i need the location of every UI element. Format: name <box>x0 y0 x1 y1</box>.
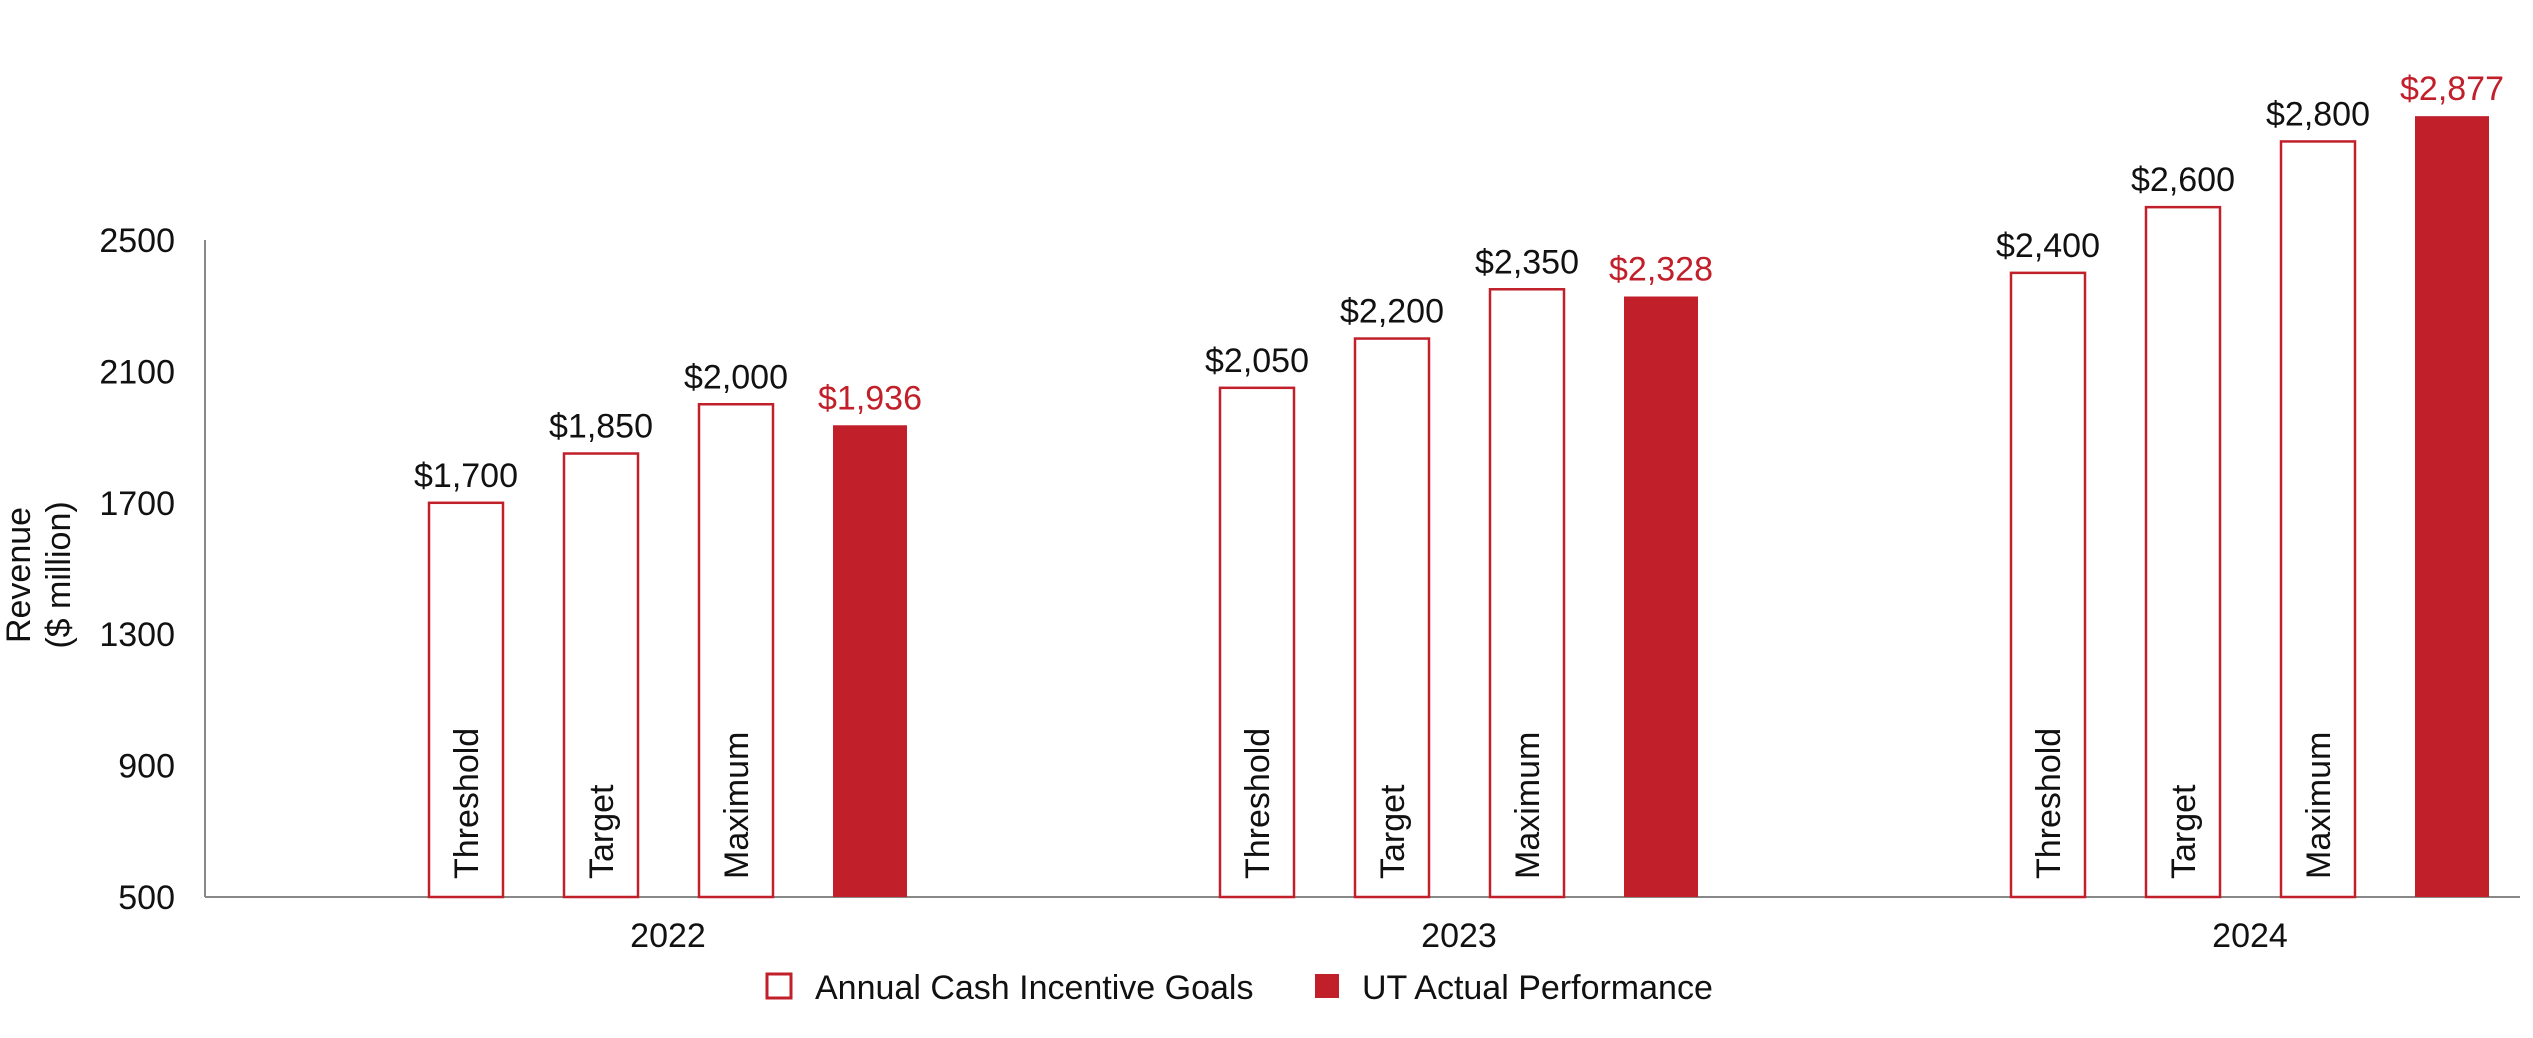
goal-bar <box>2009 271 2087 899</box>
y-axis-title-line-2: ($ million) <box>40 501 78 648</box>
bars <box>427 116 2489 899</box>
bar-kind-label: Maximum <box>2300 732 2338 879</box>
goal-bar <box>1353 337 1431 899</box>
y-tick-label: 500 <box>118 879 175 917</box>
y-tick-label: 900 <box>118 748 175 786</box>
goal-bar <box>2279 140 2357 899</box>
goal-value-label: $2,600 <box>2131 161 2235 199</box>
goal-value-label: $1,850 <box>549 408 653 446</box>
y-tick-label: 2500 <box>99 222 175 260</box>
goal-value-label: $1,700 <box>414 457 518 495</box>
actual-value-label: $2,877 <box>2400 70 2504 108</box>
actual-value-label: $1,936 <box>818 379 922 417</box>
legend-label-goals: Annual Cash Incentive Goals <box>815 969 1253 1007</box>
bar-labels: $1,700 Threshold $1,850 Target $2,000 Maximum… <box>414 70 2504 879</box>
bar-kind-label: Target <box>1374 784 1412 879</box>
legend-label-actual: UT Actual Performance <box>1362 969 1713 1007</box>
goal-value-label: $2,350 <box>1475 243 1579 281</box>
bar-kind-label: Threshold <box>1239 728 1277 879</box>
goal-value-label: $2,400 <box>1996 227 2100 265</box>
goal-bar <box>1218 386 1296 899</box>
x-tick-label: 2023 <box>1421 917 1497 955</box>
goal-value-label: $2,800 <box>2266 95 2370 133</box>
bar-kind-label: Target <box>2165 784 2203 879</box>
axes: 500 900 1300 1700 2100 2500 2022 2023 2024 <box>99 222 2520 955</box>
actual-bar <box>2415 116 2489 897</box>
legend-swatch-actual <box>1315 974 1339 998</box>
goal-value-label: $2,050 <box>1205 342 1309 380</box>
goal-bar <box>562 452 640 899</box>
actual-bar <box>833 425 907 897</box>
y-axis-title: Revenue ($ million) <box>0 501 78 648</box>
x-tick-label: 2024 <box>2212 917 2288 955</box>
actual-bar <box>1624 296 1698 897</box>
goal-bar <box>427 501 505 899</box>
x-tick-label: 2022 <box>630 917 706 955</box>
legend-swatch-goals <box>765 972 793 1000</box>
bar-kind-label: Maximum <box>1509 732 1547 879</box>
legend: Annual Cash Incentive Goals UT Actual Pe… <box>765 969 1713 1007</box>
goal-value-label: $2,200 <box>1340 293 1444 331</box>
bar-kind-label: Threshold <box>2030 728 2068 879</box>
goal-value-label: $2,000 <box>684 358 788 396</box>
bar-kind-label: Target <box>583 784 621 879</box>
bar-kind-label: Threshold <box>448 728 486 879</box>
goal-bar <box>1488 288 1566 899</box>
goal-bar <box>697 403 775 899</box>
y-tick-label: 1300 <box>99 616 175 654</box>
y-tick-label: 1700 <box>99 485 175 523</box>
y-axis-title-line-1: Revenue <box>0 507 38 643</box>
y-tick-label: 2100 <box>99 353 175 391</box>
goal-bar <box>2144 205 2222 899</box>
actual-value-label: $2,328 <box>1609 251 1713 289</box>
bar-kind-label: Maximum <box>718 732 756 879</box>
